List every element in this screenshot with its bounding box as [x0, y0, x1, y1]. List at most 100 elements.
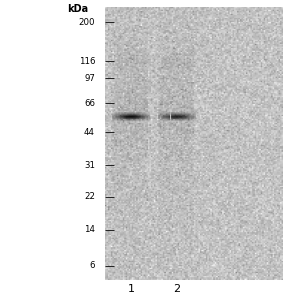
Bar	[130, 114, 131, 115]
Bar	[187, 119, 188, 120]
Bar	[170, 117, 171, 118]
Bar	[134, 112, 135, 113]
Bar	[183, 115, 184, 116]
Bar	[193, 115, 194, 116]
Bar	[194, 120, 195, 121]
Bar	[125, 114, 126, 115]
Bar	[167, 114, 168, 115]
Bar	[177, 114, 178, 115]
Bar	[133, 120, 134, 121]
Bar	[143, 120, 144, 121]
Bar	[126, 113, 127, 114]
Bar	[168, 119, 169, 120]
Bar	[115, 114, 116, 115]
Bar	[127, 117, 128, 118]
Bar	[163, 113, 164, 114]
Bar	[172, 112, 173, 113]
Bar	[168, 117, 169, 118]
Bar	[178, 118, 179, 119]
Bar	[123, 116, 124, 117]
Bar	[167, 115, 168, 116]
Bar	[117, 114, 118, 115]
Bar	[121, 116, 122, 117]
Bar	[170, 120, 171, 121]
Bar	[168, 112, 169, 113]
Bar	[133, 119, 134, 120]
Bar	[129, 119, 130, 120]
Bar	[165, 117, 166, 118]
Bar	[148, 116, 149, 117]
Bar	[188, 115, 189, 116]
Bar	[127, 119, 128, 120]
Bar	[120, 113, 121, 114]
Bar	[165, 114, 166, 115]
Bar	[140, 113, 141, 114]
Bar	[131, 114, 132, 115]
Bar	[129, 118, 130, 119]
Bar	[143, 113, 144, 114]
Bar	[177, 120, 178, 121]
Bar	[147, 117, 148, 118]
Bar	[130, 116, 131, 117]
Bar	[186, 118, 187, 119]
Bar	[158, 114, 159, 115]
Bar	[113, 113, 114, 114]
Bar	[143, 119, 144, 120]
Bar	[142, 119, 143, 120]
Bar	[160, 119, 161, 120]
Bar	[121, 118, 122, 119]
Bar	[140, 114, 141, 115]
Bar	[122, 119, 123, 120]
Bar	[176, 114, 177, 115]
Bar	[129, 117, 130, 118]
Bar	[149, 120, 150, 121]
Bar	[149, 116, 150, 117]
Bar	[138, 115, 139, 116]
Bar	[175, 116, 176, 117]
Bar	[160, 115, 161, 116]
Bar	[171, 118, 172, 119]
Bar	[140, 115, 141, 116]
Bar	[171, 114, 172, 115]
Bar	[162, 116, 163, 117]
Bar	[146, 116, 147, 117]
Bar	[146, 118, 147, 119]
Bar	[168, 115, 169, 116]
Bar	[116, 118, 117, 119]
Bar	[186, 115, 187, 116]
Bar	[182, 112, 183, 113]
Bar	[144, 120, 145, 121]
Bar	[142, 120, 143, 121]
Bar	[125, 112, 126, 113]
Bar	[138, 118, 139, 119]
Bar	[166, 113, 167, 114]
Bar	[120, 120, 121, 121]
Bar	[180, 115, 181, 116]
Bar	[163, 118, 164, 119]
Bar	[117, 119, 118, 120]
Bar	[165, 119, 166, 120]
Bar	[194, 117, 195, 118]
Bar	[193, 112, 194, 113]
Bar	[117, 118, 118, 119]
Bar	[188, 117, 189, 118]
Bar	[193, 118, 194, 119]
Bar	[165, 115, 166, 116]
Bar	[139, 118, 140, 119]
Bar	[134, 115, 135, 116]
Bar	[181, 117, 182, 118]
Bar	[176, 115, 177, 116]
Bar	[124, 113, 125, 114]
Bar	[121, 117, 122, 118]
Bar	[126, 120, 127, 121]
Bar	[112, 116, 113, 117]
Bar	[173, 116, 174, 117]
Bar	[118, 120, 119, 121]
Bar	[169, 115, 170, 116]
Bar	[136, 116, 137, 117]
Bar	[167, 119, 168, 120]
Bar	[146, 112, 147, 113]
Bar	[148, 118, 149, 119]
Bar	[164, 114, 165, 115]
Bar	[194, 119, 195, 120]
